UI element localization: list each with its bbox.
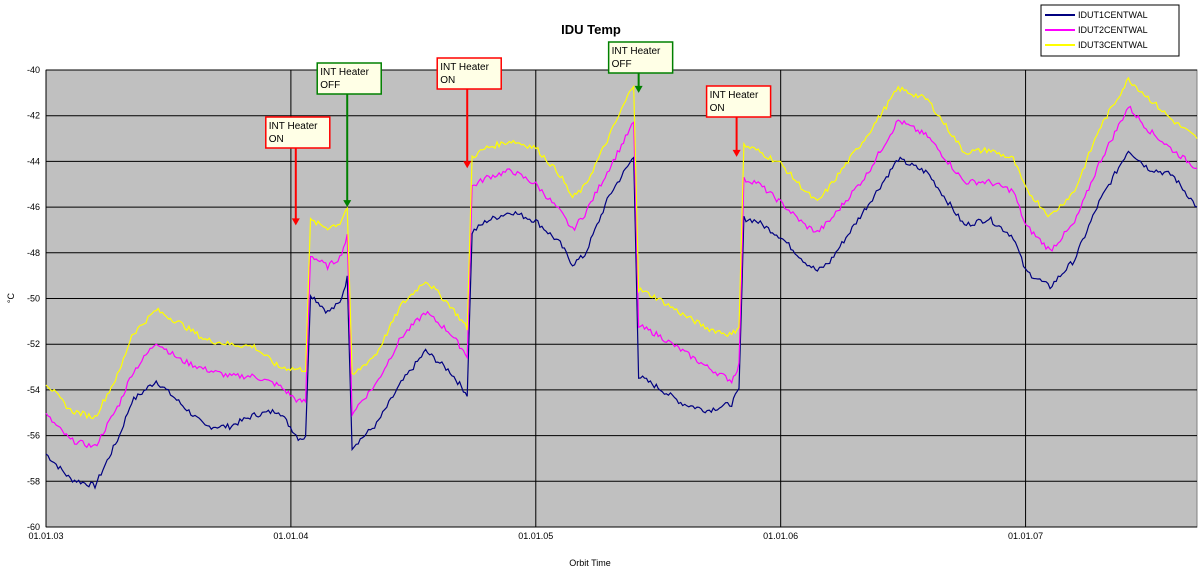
grid-lines	[45, 69, 1197, 528]
y-tick-label: -46	[27, 202, 40, 212]
annotation-arrowhead	[343, 200, 352, 208]
annotation-text-line2: ON	[710, 103, 725, 114]
y-tick-label: -40	[27, 65, 40, 75]
x-axis-label: Orbit Time	[569, 558, 611, 568]
series-lines	[45, 76, 1198, 490]
x-tick-label: 01.01.06	[763, 531, 798, 541]
annotation-text-line1: INT Heater	[320, 67, 369, 78]
y-tick-label: -42	[27, 111, 40, 121]
x-tick-label: 01.01.03	[28, 531, 63, 541]
x-tick-label: 01.01.07	[1008, 531, 1043, 541]
annotation-box	[265, 116, 331, 149]
annotation-arrowhead	[291, 218, 300, 226]
annotation-text-line1: INT Heater	[440, 62, 489, 73]
series-line-3	[45, 76, 1198, 420]
annotation-text-line2: OFF	[320, 80, 340, 91]
annotation-box	[316, 62, 382, 95]
series-line-2	[45, 105, 1198, 449]
annotation-arrowhead	[463, 161, 472, 169]
x-axis-ticks: 01.01.03 01.01.04 01.01.05 01.01.06 01.01.07	[28, 531, 1043, 541]
x-tick-label: 01.01.05	[518, 531, 553, 541]
annotation-text-line2: OFF	[612, 59, 632, 70]
y-tick-label: -60	[27, 522, 40, 532]
y-tick-label: -58	[27, 476, 40, 486]
annotation-3: INT Heater ON	[436, 57, 502, 169]
annotation-box	[705, 85, 772, 118]
y-tick-label: -54	[27, 385, 40, 395]
y-tick-label: -56	[27, 431, 40, 441]
annotation-box	[607, 41, 674, 74]
legend-label: IDUT3CENTWAL	[1078, 40, 1148, 50]
annotation-text-line1: INT Heater	[710, 90, 759, 101]
y-tick-label: -50	[27, 294, 40, 304]
y-axis-ticks: -40 -42 -44 -46 -48 -50 -52 -54 -56 -58 -60	[27, 65, 40, 532]
y-tick-label: -48	[27, 248, 40, 258]
legend-label: IDUT1CENTWAL	[1078, 10, 1148, 20]
annotation-text-line2: ON	[269, 134, 284, 145]
x-tick-label: 01.01.04	[273, 531, 308, 541]
legend-label: IDUT2CENTWAL	[1078, 25, 1148, 35]
series-line-1	[45, 150, 1198, 490]
y-axis-label: °C	[6, 292, 16, 303]
annotation-2: INT Heater OFF	[316, 62, 382, 208]
y-tick-label: -52	[27, 339, 40, 349]
annotation-text-line1: INT Heater	[612, 46, 661, 57]
annotation-text-line1: INT Heater	[269, 121, 318, 132]
annotation-1: INT Heater ON	[265, 116, 331, 226]
annotation-text-line2: ON	[440, 75, 455, 86]
annotation-box	[436, 57, 502, 90]
annotation-arrowhead	[634, 85, 643, 93]
chart-title: IDU Temp	[561, 22, 621, 37]
y-tick-label: -44	[27, 156, 40, 166]
annotation-arrowhead	[732, 149, 741, 157]
legend: IDUT1CENTWAL IDUT2CENTWAL IDUT3CENTWAL	[1040, 4, 1180, 57]
annotation-4: INT Heater OFF	[607, 41, 674, 93]
annotation-5: INT Heater ON	[705, 85, 772, 157]
